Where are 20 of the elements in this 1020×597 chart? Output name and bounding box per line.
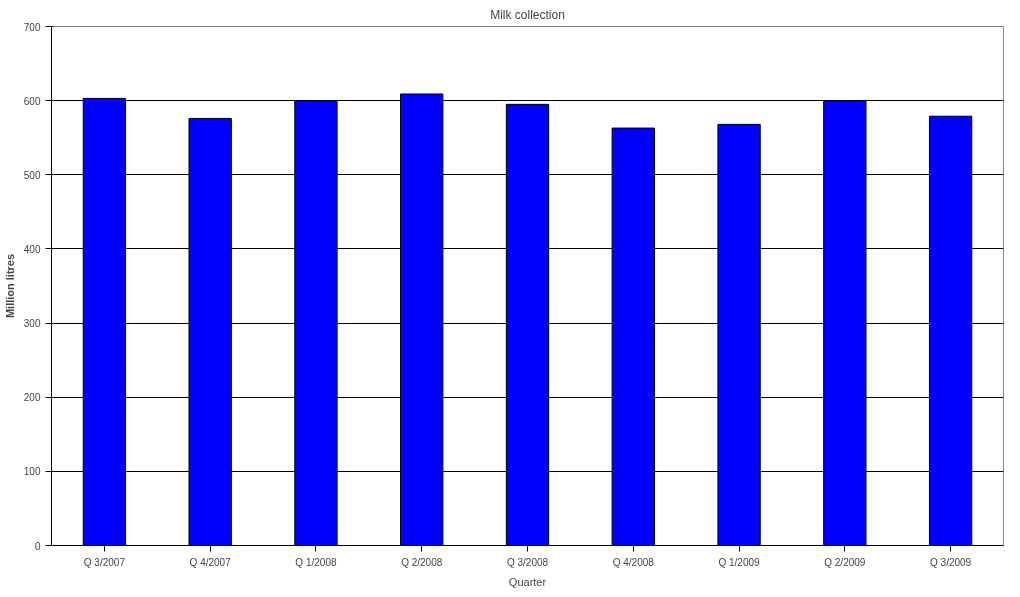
y-tick-label: 700 <box>23 21 41 33</box>
y-tick-label: 100 <box>23 466 41 478</box>
x-axis-title: Quarter <box>508 575 547 588</box>
x-tick-label: Q 1/2008 <box>295 556 337 568</box>
y-tick-label: 300 <box>23 318 41 330</box>
x-tick-label: Q 1/2009 <box>718 556 761 568</box>
y-tick-label: 0 <box>34 540 41 552</box>
x-tick-label: Q 4/2008 <box>612 556 655 568</box>
y-tick-label: 500 <box>23 169 41 181</box>
x-tick-label: Q 2/2008 <box>401 556 443 568</box>
y-tick-label: 600 <box>23 95 41 107</box>
x-tick-label: Q 3/2008 <box>506 556 549 568</box>
x-tick-label: Q 3/2007 <box>83 556 126 568</box>
y-tick-label: 200 <box>23 392 41 404</box>
y-axis-title: Million litres <box>3 253 16 319</box>
chart-title: Milk collection <box>490 7 565 22</box>
y-tick-label: 400 <box>23 243 41 255</box>
x-tick-label: Q 4/2007 <box>189 556 232 568</box>
x-tick-label: Q 2/2009 <box>824 556 866 568</box>
x-tick-label: Q 3/2009 <box>930 556 972 568</box>
